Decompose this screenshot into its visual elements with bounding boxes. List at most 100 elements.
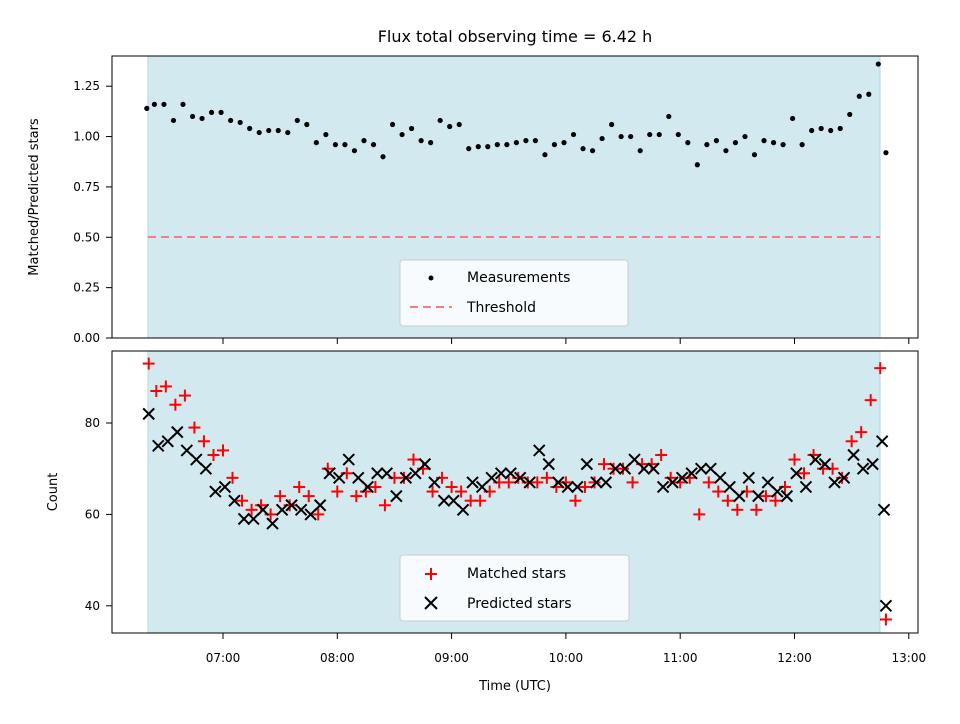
measurement-point [883, 150, 889, 156]
predicted-point [390, 489, 403, 503]
matched-point [350, 490, 363, 503]
predicted-point [866, 457, 879, 471]
matched-point [407, 453, 420, 466]
predicted-point [209, 485, 222, 498]
bottom-y-tick-label: 40 [85, 599, 100, 613]
predicted-point [828, 476, 841, 489]
predicted-point [799, 480, 813, 494]
measurement-point [656, 131, 662, 138]
bottom-ylabel: Count [46, 473, 61, 512]
predicted-point [879, 599, 893, 613]
predicted-point [713, 471, 727, 485]
measurement-point [837, 125, 843, 132]
matched-point [445, 480, 458, 493]
matched-point [426, 485, 439, 498]
predicted-point [228, 494, 241, 507]
measurement-point [466, 146, 472, 152]
predicted-point [361, 480, 374, 494]
predicted-point [542, 457, 555, 471]
matched-point [474, 494, 487, 507]
measurement-point [866, 91, 872, 97]
bottom-legend: Matched stars Predicted stars [399, 554, 630, 622]
predicted-point [877, 503, 891, 517]
bottom-x-tick-label: 12:00 [777, 651, 812, 665]
measurement-point [447, 123, 453, 130]
matched-point [302, 490, 315, 503]
measurement-point [799, 142, 805, 148]
predicted-point [513, 471, 527, 485]
top-y-ticks: 0.00 0.25 0.50 0.75 1.00 1.25 [73, 79, 112, 345]
matched-point [731, 503, 744, 516]
predicted-point [294, 503, 308, 517]
measurement-point [704, 142, 710, 148]
matched-point [693, 508, 706, 521]
matched-point [188, 421, 201, 434]
predicted-point [342, 453, 355, 466]
measurement-point [723, 148, 729, 154]
measurement-point [685, 140, 691, 146]
measurement-point [228, 117, 234, 124]
predicted-point [428, 476, 441, 489]
bottom-y-tick-label: 60 [85, 507, 100, 521]
measurement-point [532, 138, 539, 144]
measurement-point [189, 113, 196, 120]
predicted-point [609, 462, 622, 475]
predicted-point [571, 480, 584, 494]
predicted-point [332, 471, 346, 485]
measurement-point [761, 138, 767, 144]
measurement-point [399, 131, 405, 138]
predicted-point [761, 476, 775, 489]
top-y-tick-label: 1.25 [73, 79, 100, 93]
measurement-point [732, 140, 739, 146]
measurement-point [751, 152, 758, 158]
matched-point [721, 494, 734, 507]
measurement-point [475, 144, 481, 150]
measurement-point [551, 142, 558, 148]
measurement-point [694, 162, 700, 168]
measurement-point [199, 115, 205, 122]
bottom-axes-frame [111, 350, 919, 634]
measurement-points [144, 61, 889, 168]
predicted-point [694, 462, 708, 475]
measurement-point [180, 101, 186, 107]
predicted-point [780, 489, 794, 503]
predicted-point [647, 462, 660, 475]
measurement-point [408, 125, 415, 132]
predicted-point [323, 467, 336, 480]
matched-point [502, 476, 515, 489]
predicted-point [580, 457, 594, 471]
bottom-x-tick-label: 08:00 [320, 651, 355, 665]
measurement-point [875, 61, 881, 67]
measurement-point [513, 140, 519, 146]
measurement-point [313, 140, 319, 146]
bottom-x-tick-label: 10:00 [549, 651, 584, 665]
matched-point [864, 394, 877, 407]
predicted-point [533, 444, 546, 457]
measurement-point [494, 142, 500, 148]
top-y-tick-label: 1.00 [73, 130, 100, 144]
measurement-point [389, 121, 396, 128]
measurement-point [294, 117, 300, 124]
matched-point [845, 435, 858, 448]
measurement-point [285, 129, 291, 136]
matched-point [178, 389, 191, 402]
measurement-point [561, 140, 567, 146]
measurement-point [361, 138, 367, 144]
predicted-point [180, 444, 194, 457]
matched-point [879, 613, 892, 626]
predicted-point [666, 476, 679, 489]
legend-measurement-marker [428, 275, 434, 281]
bottom-x-tick-label: 11:00 [663, 651, 698, 665]
predicted-point [599, 476, 613, 489]
predicted-point [352, 471, 365, 485]
measurement-point [170, 117, 177, 124]
matched-point [750, 503, 763, 516]
predicted-point [161, 435, 174, 448]
legend-predicted: Predicted stars [467, 596, 572, 612]
predicted-point [685, 467, 698, 480]
bottom-y-tick-label: 80 [85, 416, 100, 430]
top-y-tick-label: 0.50 [73, 230, 100, 244]
predicted-point [790, 467, 803, 480]
bottom-legend-box [399, 554, 630, 622]
